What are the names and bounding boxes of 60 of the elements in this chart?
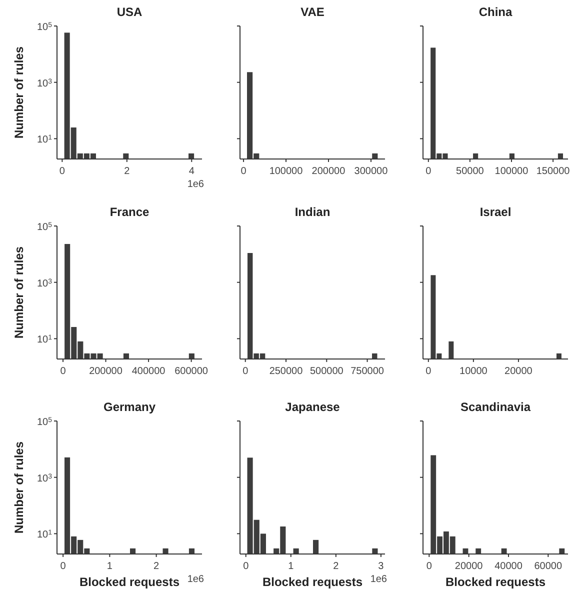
chart-title: France [110, 205, 150, 219]
y-tick-label: 10$^{3}$ [36, 78, 52, 90]
chart-title: China [478, 5, 512, 19]
x-tick-label: 500000 [310, 366, 344, 377]
x-tick-label: 100000 [494, 166, 529, 177]
x-tick-label: 200000 [312, 166, 346, 177]
chart-title: USA [116, 5, 142, 19]
x-tick-label: 0 [60, 366, 66, 377]
x-axis-title: Blocked requests [79, 575, 180, 589]
y-tick-label: 10$^{1}$ [36, 529, 52, 541]
x-tick-label: 50000 [456, 166, 484, 177]
x-tick-label: 2 [154, 561, 160, 572]
text: 1e6 [187, 179, 204, 190]
x-tick-label: 0 [426, 166, 432, 177]
y-axis-title: Number of rules [12, 46, 26, 139]
x-tick-label: 200000 [89, 366, 123, 377]
x-tick-label: 4 [188, 166, 195, 177]
x-tick-label: 300000 [354, 166, 388, 177]
x-tick-label: 600000 [174, 366, 208, 377]
chart-title: Israel [480, 205, 512, 219]
x-tick-label: 0 [59, 166, 66, 177]
x-tick-label: 0 [426, 366, 432, 377]
x-tick-label: 0 [60, 561, 66, 572]
x-axis-title: Blocked requests [262, 575, 363, 589]
chart-title: Japanese [285, 400, 340, 414]
x-tick-label: 0 [240, 166, 247, 177]
x-tick-label: 10000 [460, 366, 488, 377]
text: 1e6 [187, 574, 204, 585]
x-tick-label: 0 [242, 366, 249, 377]
x-tick-label: 2 [124, 166, 130, 177]
x-tick-label: 40000 [494, 561, 523, 572]
x-tick-label: 0 [426, 561, 432, 572]
chart-title: Scandinavia [460, 400, 531, 414]
x-tick-label: 20000 [504, 366, 533, 377]
x-tick-label: 2 [333, 561, 340, 572]
text: 1e6 [370, 574, 388, 585]
y-axis-title: Number of rules [12, 441, 26, 534]
y-axis-title: Number of rules [12, 246, 26, 339]
x-tick-label: 150000 [536, 166, 570, 177]
x-axis-title: Blocked requests [445, 575, 546, 589]
x-tick-label: 1 [106, 561, 113, 572]
chart-title: Germany [103, 400, 156, 414]
x-tick-label: 400000 [132, 366, 166, 377]
chart-title: Indian [294, 205, 330, 219]
y-tick-label: 10$^{5}$ [36, 222, 52, 233]
y-tick-label: 10$^{1}$ [36, 334, 52, 346]
x-tick-label: 60000 [534, 561, 563, 572]
y-tick-label: 10$^{1}$ [36, 134, 52, 146]
x-tick-label: 750000 [350, 366, 384, 377]
y-tick-label: 10$^{3}$ [36, 278, 52, 290]
y-tick-label: 10$^{5}$ [36, 22, 52, 33]
y-tick-label: 10$^{3}$ [36, 472, 52, 484]
x-tick-label: 250000 [269, 366, 304, 377]
x-tick-label: 3 [378, 561, 384, 572]
x-tick-label: 100000 [269, 166, 304, 177]
x-tick-label: 20000 [454, 561, 484, 572]
x-tick-label: 1 [288, 561, 294, 572]
x-tick-label: 0 [243, 561, 250, 572]
y-tick-label: 10$^{5}$ [36, 416, 52, 428]
chart-title: VAE [300, 5, 324, 19]
